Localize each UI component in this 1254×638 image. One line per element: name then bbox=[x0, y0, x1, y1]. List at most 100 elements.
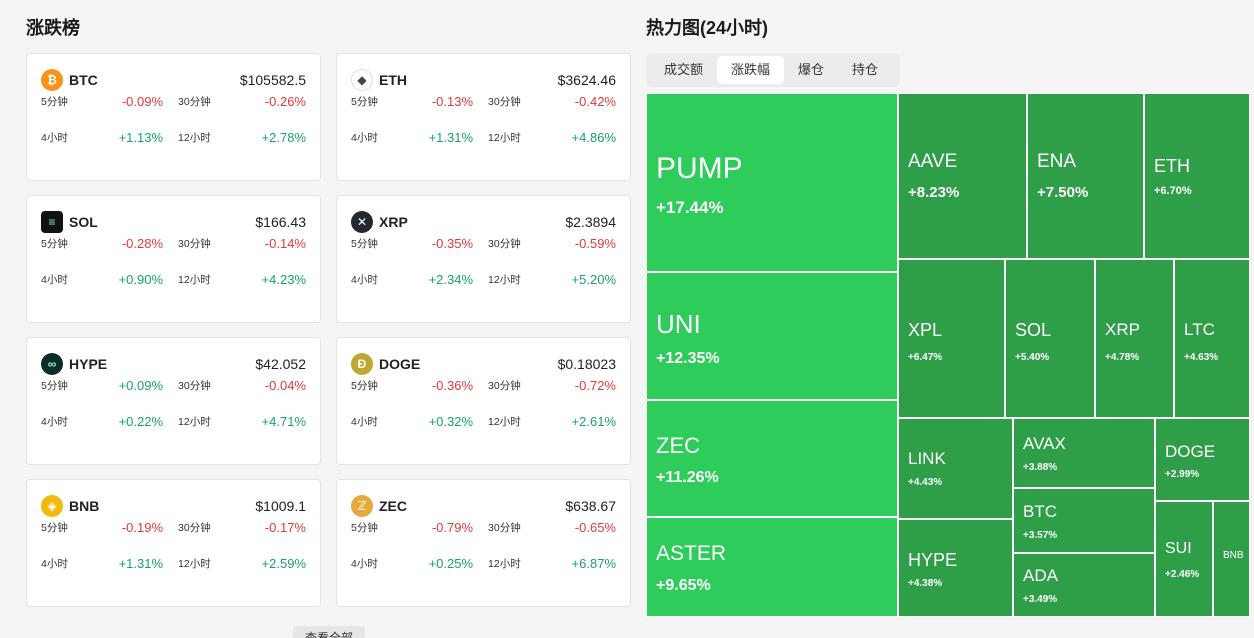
coin-name: ZEC bbox=[379, 498, 407, 514]
heatmap-cell-btc[interactable]: BTC +3.57% bbox=[1013, 488, 1155, 553]
change-value: -0.28% bbox=[121, 235, 164, 251]
coin-price: $105582.5 bbox=[239, 72, 306, 88]
heatmap-change: +4.38% bbox=[908, 578, 943, 589]
tab-change[interactable]: 涨跌幅 bbox=[717, 56, 785, 84]
coin-card-header: ◈ BNB $1009.1 bbox=[41, 495, 306, 517]
heatmap-cell-ena[interactable]: ENA +7.50% bbox=[1027, 93, 1144, 259]
coin-card-header: ∞ HYPE $42.052 bbox=[41, 353, 306, 375]
period-label: 4小时 bbox=[41, 415, 68, 428]
change-row-long: 4小时 +0.32% 12小时 +2.61% bbox=[351, 413, 616, 429]
heatmap-change: +4.78% bbox=[1105, 352, 1140, 363]
change-value: -0.04% bbox=[264, 377, 306, 393]
coin-card-doge[interactable]: Ð DOGE $0.18023 5分钟 -0.36% 30分钟 -0.72% 4… bbox=[336, 337, 631, 465]
heatmap-cell-avax[interactable]: AVAX +3.88% bbox=[1013, 418, 1155, 488]
heatmap-change: +3.57% bbox=[1023, 530, 1058, 541]
solana-icon: ≡ bbox=[41, 211, 63, 233]
change-value: +5.20% bbox=[571, 271, 616, 287]
heatmap-change: +4.63% bbox=[1184, 352, 1219, 363]
heatmap-cell-doge[interactable]: DOGE +2.99% bbox=[1155, 418, 1250, 501]
view-all-button[interactable]: 查看全部 bbox=[293, 626, 365, 638]
change-row-short: 5分钟 -0.79% 30分钟 -0.65% bbox=[351, 519, 616, 535]
tab-open-interest[interactable]: 持仓 bbox=[852, 62, 879, 77]
heatmap-change: +17.44% bbox=[656, 198, 724, 217]
heatmap-change: +3.88% bbox=[1023, 462, 1058, 473]
period-label: 12小时 bbox=[178, 131, 211, 144]
heatmap-cell-uni[interactable]: UNI +12.35% bbox=[646, 272, 898, 400]
period-label: 12小时 bbox=[488, 273, 521, 286]
period-label: 12小时 bbox=[488, 131, 521, 144]
heatmap-symbol: ASTER bbox=[656, 542, 727, 565]
change-value: +1.13% bbox=[118, 129, 164, 145]
heatmap-symbol: SUI bbox=[1165, 540, 1192, 557]
heatmap-cell-xpl[interactable]: XPL +6.47% bbox=[898, 259, 1005, 418]
heatmap-cell-zec[interactable]: ZEC +11.26% bbox=[646, 400, 898, 517]
change-value: +4.23% bbox=[261, 271, 306, 287]
heatmap-change: +3.49% bbox=[1023, 594, 1058, 605]
coin-card-xrp[interactable]: ✕ XRP $2.3894 5分钟 -0.35% 30分钟 -0.59% 4小时… bbox=[336, 195, 631, 323]
heatmap-cell-eth[interactable]: ETH +6.70% bbox=[1144, 93, 1250, 259]
heatmap-symbol: XPL bbox=[908, 320, 943, 340]
coin-card-sol[interactable]: ≡ SOL $166.43 5分钟 -0.28% 30分钟 -0.14% 4小时… bbox=[26, 195, 321, 323]
coin-card-hype[interactable]: ∞ HYPE $42.052 5分钟 +0.09% 30分钟 -0.04% 4小… bbox=[26, 337, 321, 465]
heatmap-symbol: SOL bbox=[1015, 320, 1052, 340]
tab-liquidation[interactable]: 爆仓 bbox=[798, 62, 825, 77]
change-value: -0.79% bbox=[431, 519, 474, 535]
change-value: +2.34% bbox=[428, 271, 474, 287]
heatmap-cell-sol[interactable]: SOL +5.40% bbox=[1005, 259, 1095, 418]
change-value: +0.25% bbox=[428, 555, 474, 571]
heatmap-symbol: AVAX bbox=[1023, 434, 1066, 453]
heatmap-cell-bnb[interactable]: BNB bbox=[1213, 501, 1250, 617]
period-label: 30分钟 bbox=[178, 379, 211, 392]
heatmap-change: +4.43% bbox=[908, 477, 943, 488]
heatmap-cell-pump[interactable]: PUMP +17.44% bbox=[646, 93, 898, 272]
gainers-losers-title: 涨跌榜 bbox=[26, 18, 80, 38]
coin-card-header: Ð DOGE $0.18023 bbox=[351, 353, 616, 375]
change-row-long: 4小时 +0.90% 12小时 +4.23% bbox=[41, 271, 306, 287]
heatmap-cell-xrp[interactable]: XRP +4.78% bbox=[1095, 259, 1174, 418]
coin-card-zec[interactable]: ℤ ZEC $638.67 5分钟 -0.79% 30分钟 -0.65% 4小时… bbox=[336, 479, 631, 607]
period-label: 12小时 bbox=[178, 273, 211, 286]
change-value: +0.22% bbox=[118, 413, 164, 429]
change-value: -0.72% bbox=[574, 377, 616, 393]
period-label: 30分钟 bbox=[488, 521, 521, 534]
period-label: 30分钟 bbox=[488, 95, 521, 108]
change-value: -0.36% bbox=[431, 377, 474, 393]
period-label: 4小时 bbox=[41, 273, 68, 286]
period-label: 4小时 bbox=[351, 131, 378, 144]
change-row-long: 4小时 +1.31% 12小时 +4.86% bbox=[351, 129, 616, 145]
heatmap-cell-link[interactable]: LINK +4.43% bbox=[898, 418, 1013, 519]
hyperliquid-icon: ∞ bbox=[41, 353, 63, 375]
coin-card-header: ℤ ZEC $638.67 bbox=[351, 495, 616, 517]
coin-card-header: ✕ XRP $2.3894 bbox=[351, 211, 616, 233]
heatmap-cell-aster[interactable]: ASTER +9.65% bbox=[646, 517, 898, 617]
period-label: 12小时 bbox=[178, 415, 211, 428]
change-value: +4.71% bbox=[261, 413, 306, 429]
heatmap-cell-ltc[interactable]: LTC +4.63% bbox=[1174, 259, 1250, 418]
heatmap-cell-sui[interactable]: SUI +2.46% bbox=[1155, 501, 1213, 617]
change-row-short: 5分钟 -0.13% 30分钟 -0.42% bbox=[351, 93, 616, 109]
coin-card-eth[interactable]: ◆ ETH $3624.46 5分钟 -0.13% 30分钟 -0.42% 4小… bbox=[336, 53, 631, 181]
change-row-long: 4小时 +0.25% 12小时 +6.87% bbox=[351, 555, 616, 571]
heatmap-change: +7.50% bbox=[1037, 184, 1089, 201]
heatmap-symbol: UNI bbox=[656, 309, 701, 339]
tab-volume[interactable]: 成交额 bbox=[664, 62, 704, 77]
coin-card-bnb[interactable]: ◈ BNB $1009.1 5分钟 -0.19% 30分钟 -0.17% 4小时… bbox=[26, 479, 321, 607]
zcash-icon: ℤ bbox=[351, 495, 373, 517]
heatmap: PUMP +17.44% UNI +12.35% ZEC +11.26% ASTER +9.6… bbox=[646, 93, 1250, 617]
coin-card-header: ≡ SOL $166.43 bbox=[41, 211, 306, 233]
heatmap-cell-ada[interactable]: ADA +3.49% bbox=[1013, 553, 1155, 617]
heatmap-symbol: LINK bbox=[908, 449, 946, 468]
change-value: +0.09% bbox=[118, 377, 164, 393]
period-label: 4小时 bbox=[351, 415, 378, 428]
change-row-long: 4小时 +2.34% 12小时 +5.20% bbox=[351, 271, 616, 287]
coin-card-btc[interactable]: ₿ BTC $105582.5 5分钟 -0.09% 30分钟 -0.26% 4… bbox=[26, 53, 321, 181]
period-label: 5分钟 bbox=[41, 379, 68, 392]
heatmap-cell-aave[interactable]: AAVE +8.23% bbox=[898, 93, 1027, 259]
period-label: 30分钟 bbox=[178, 521, 211, 534]
heatmap-cell-hype[interactable]: HYPE +4.38% bbox=[898, 519, 1013, 617]
coin-price: $42.052 bbox=[255, 356, 306, 372]
heatmap-symbol: BNB bbox=[1223, 550, 1244, 561]
heatmap-change: +8.23% bbox=[908, 184, 960, 201]
change-value: -0.09% bbox=[121, 93, 164, 109]
coin-price: $0.18023 bbox=[557, 356, 616, 372]
